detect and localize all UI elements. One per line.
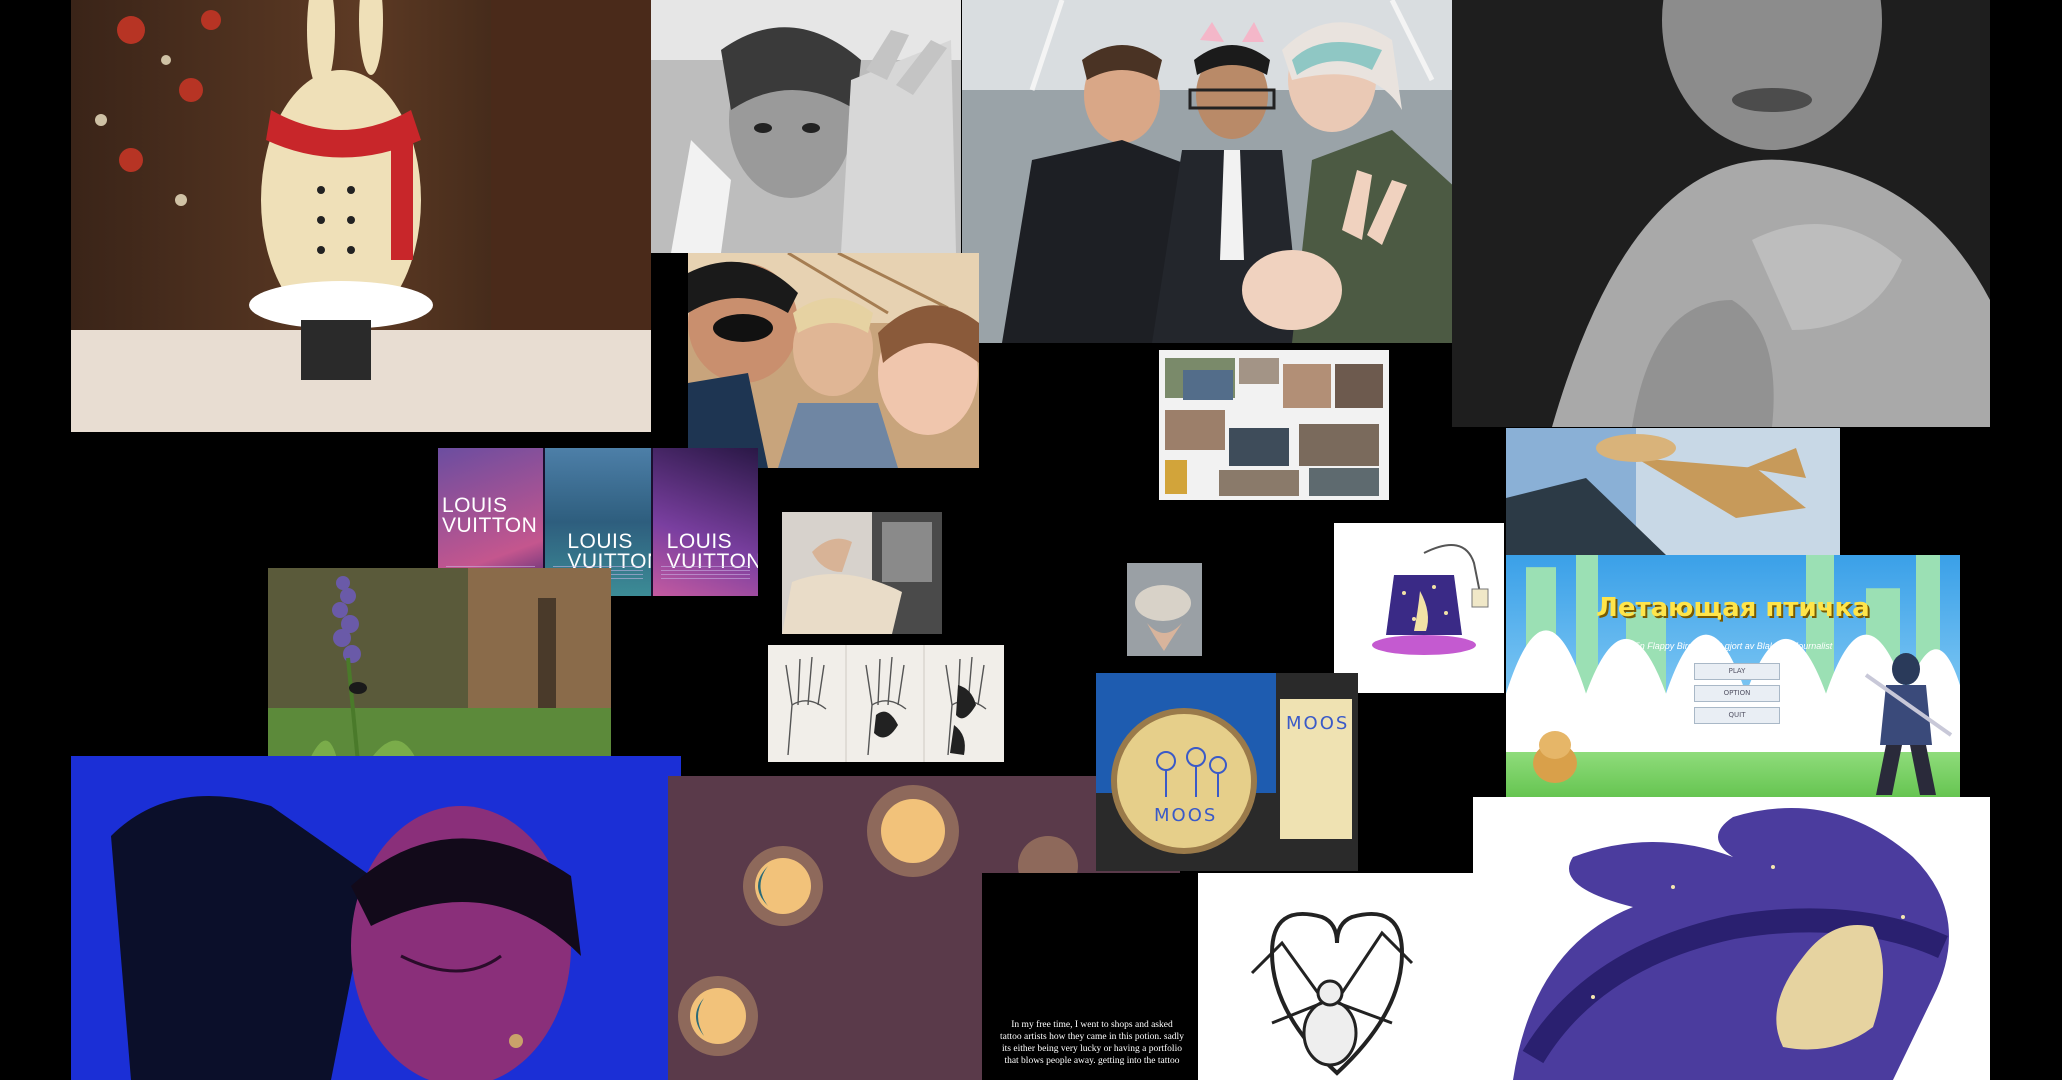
illustration-galaxy-scribble[interactable] bbox=[1473, 797, 1990, 1080]
photo-sketching-desk[interactable] bbox=[782, 512, 942, 634]
photo-cat-heart-hands[interactable] bbox=[1127, 563, 1202, 656]
game-title: Летающая птичка bbox=[1596, 593, 1870, 623]
game-subtitle: En Flappy Bird projekt gjort av Blakleth… bbox=[1633, 641, 1833, 651]
photo-embroidery-moos[interactable]: MOOS MOOS bbox=[1096, 673, 1358, 871]
photo-lizard-upside-down[interactable] bbox=[1506, 428, 1840, 555]
tattoo-text-panel: In my free time, I went to shops and ask… bbox=[982, 873, 1198, 1080]
spider-heart-drawing bbox=[1250, 911, 1414, 1076]
photo-selfie-sunglasses[interactable] bbox=[688, 253, 979, 468]
photo-flowers-bee[interactable] bbox=[268, 568, 611, 763]
game-option-button[interactable]: OPTION bbox=[1694, 685, 1780, 702]
photo-blue-portrait[interactable] bbox=[71, 756, 681, 1080]
photo-bw-selfie-hand[interactable] bbox=[651, 0, 961, 253]
drawing-hands-triptych[interactable] bbox=[768, 645, 1004, 762]
hoop-text: MOOS bbox=[1154, 805, 1218, 826]
doge-icon bbox=[1533, 731, 1577, 783]
rider-character-icon bbox=[1864, 653, 1953, 795]
tattoo-portfolio-spread[interactable]: In my free time, I went to shops and ask… bbox=[982, 873, 1474, 1080]
lv-body-text bbox=[660, 566, 750, 582]
photo-group-selfie-suits[interactable] bbox=[962, 0, 1469, 343]
photo-bw-portrait-shoulder[interactable] bbox=[1452, 0, 1990, 427]
game-city-skyline bbox=[1506, 555, 1960, 778]
tattoo-text: In my free time, I went to shops and ask… bbox=[1000, 1020, 1184, 1066]
photo-mini-collage[interactable] bbox=[1159, 350, 1389, 500]
illustration-tea-bag[interactable] bbox=[1334, 523, 1504, 693]
game-quit-button[interactable]: QUIT bbox=[1694, 707, 1780, 724]
paper-text: MOOS bbox=[1286, 713, 1350, 734]
lv-panel-3: LOUIS VUITTON bbox=[652, 448, 758, 596]
lv-brand-label: LOUIS VUITTON bbox=[442, 494, 538, 537]
game-play-button[interactable]: PLAY bbox=[1694, 663, 1780, 680]
photo-bunny-figurine[interactable] bbox=[71, 0, 651, 432]
flappy-game-screenshot[interactable]: Летающая птичка En Flappy Bird projekt g… bbox=[1506, 555, 1960, 808]
